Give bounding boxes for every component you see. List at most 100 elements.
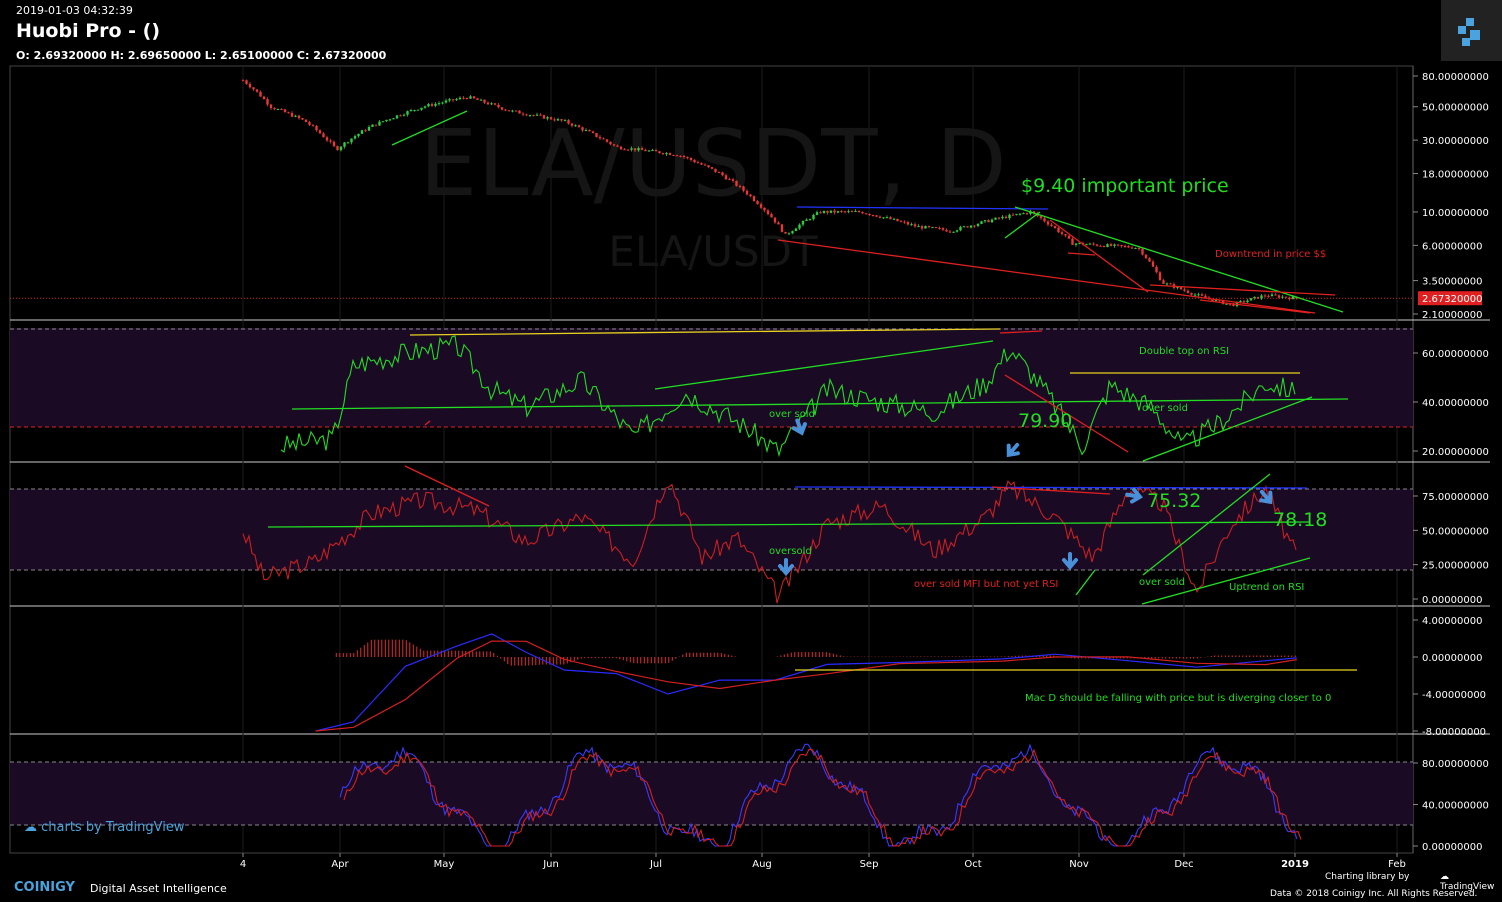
candle-body (843, 211, 847, 213)
candle-body (696, 162, 700, 164)
candle-body (469, 96, 472, 99)
candle-body (416, 109, 420, 111)
coinigy-brand[interactable]: COINIGY (14, 880, 75, 895)
annotation-macd: Mac D should be falling with price but i… (1025, 693, 1331, 704)
mfi-trendline-0 (404, 465, 490, 507)
candle-body (815, 212, 819, 215)
price-trendline-1 (796, 206, 1049, 210)
time-tick-label-2: May (434, 859, 455, 870)
candle-body (875, 215, 878, 217)
candle-body (241, 80, 245, 82)
candle-body (1239, 301, 1242, 303)
candle-body (560, 119, 563, 121)
candle-body (616, 145, 619, 147)
candle-body (399, 115, 402, 117)
candle-body (927, 226, 931, 228)
price-tick-label-6: 3.50000000 (1422, 277, 1482, 288)
candle-body (1186, 290, 1190, 293)
candle-body (917, 226, 920, 228)
candle-body (1116, 244, 1120, 246)
candle-body (630, 148, 633, 150)
candle-body (784, 231, 787, 234)
candle-body (563, 120, 567, 122)
candle-body (763, 207, 766, 211)
stoch-band (10, 762, 1413, 825)
price-tick-label-1: 50.00000000 (1422, 103, 1489, 114)
candle-body (791, 231, 794, 234)
candle-body (672, 154, 675, 156)
candle-body (829, 210, 833, 213)
candle-body (1155, 266, 1158, 273)
candle-body (833, 210, 836, 213)
candle-body (752, 196, 756, 202)
candle-body (535, 114, 539, 116)
rsi-trendline-0 (409, 328, 1001, 336)
candle-body (448, 99, 451, 101)
time-tick-label-8: Nov (1069, 859, 1089, 870)
candle-body (1197, 294, 1200, 296)
arrow-shape (791, 418, 807, 436)
candle-body (623, 149, 626, 151)
candle-body (553, 119, 556, 121)
candle-body (486, 102, 490, 105)
candle-body (514, 110, 518, 112)
candle-body (861, 212, 864, 214)
candle-body (420, 107, 423, 110)
candle-body (609, 141, 612, 145)
candle-body (290, 112, 294, 117)
watermark-small: ELA/USDT (608, 227, 818, 276)
candle-body (913, 224, 917, 227)
time-tick-label-5: Aug (752, 859, 772, 870)
mfi-tick-label-3: 0.00000000 (1422, 595, 1482, 606)
candles (241, 79, 1298, 308)
candle-body (262, 96, 266, 100)
candle-body (1165, 283, 1169, 285)
candle-body (966, 226, 969, 228)
candle-body (1200, 294, 1204, 296)
candle-body (1179, 286, 1183, 290)
candle-body (1088, 243, 1092, 245)
annotation-79-90: 79.90 (1018, 410, 1072, 432)
candle-body (1256, 296, 1260, 299)
candle-body (1260, 295, 1263, 299)
candle-body (301, 118, 304, 120)
candle-body (413, 109, 416, 111)
tradingview-link[interactable]: ☁ TradingView (1440, 872, 1502, 892)
candle-body (854, 211, 857, 213)
candle-body (245, 80, 248, 84)
candle-body (437, 103, 441, 105)
candle-body (511, 110, 514, 112)
candle-body (1141, 248, 1144, 255)
annotation-mfi-not-rsi: over sold MFI but not yet RSI (914, 579, 1058, 590)
coinigy-logo-icon (1441, 0, 1502, 61)
candle-body (350, 138, 353, 143)
mfi-tick-label-1: 50.00000000 (1422, 526, 1489, 537)
price-tick-label-4: 10.00000000 (1422, 208, 1489, 219)
candle-body (1039, 216, 1043, 219)
macd-line (315, 633, 1297, 732)
charting-library-label: Charting library by (1325, 872, 1410, 882)
candle-body (637, 148, 640, 151)
rsi-trendline-2 (654, 340, 994, 390)
candle-body (458, 97, 462, 100)
candle-body (402, 114, 406, 116)
candle-body (710, 167, 714, 169)
candle-body (1025, 213, 1029, 215)
mfi-trendline-5 (1142, 473, 1271, 576)
candle-body (367, 126, 371, 131)
mfi-band (10, 489, 1413, 570)
candle-body (994, 217, 997, 220)
candle-body (850, 211, 854, 213)
candle-body (1211, 298, 1214, 302)
candle-body (1071, 238, 1074, 245)
candle-body (812, 214, 815, 220)
candle-body (406, 111, 409, 115)
tradingview-badge[interactable]: ☁ charts by TradingView (24, 820, 184, 835)
candle-body (640, 148, 644, 150)
candle-body (472, 96, 476, 99)
candle-body (938, 227, 941, 229)
candle-body (794, 228, 798, 232)
rsi-trendline-7 (424, 420, 431, 426)
candle-body (721, 172, 724, 176)
